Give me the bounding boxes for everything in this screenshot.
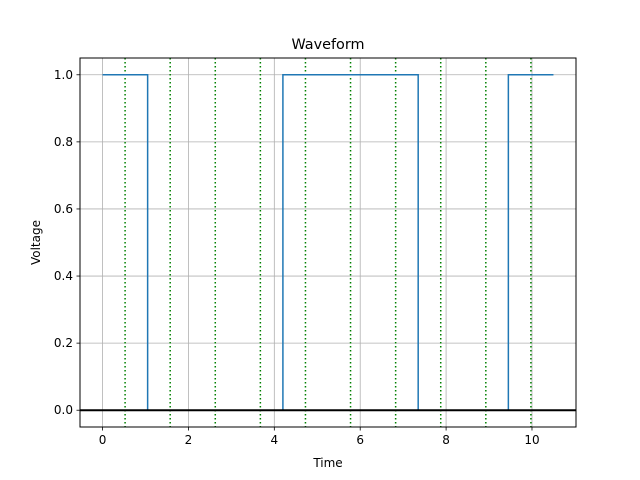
y-axis-ticks: 0.0 0.2 0.4 0.6 0.8 1.0 xyxy=(54,68,80,417)
x-axis-ticks: 0 2 4 6 8 10 xyxy=(99,427,540,447)
x-tick-label: 4 xyxy=(271,433,279,447)
y-tick-label: 0.0 xyxy=(54,403,73,417)
x-axis-label: Time xyxy=(312,456,342,470)
y-tick-label: 0.4 xyxy=(54,269,73,283)
series-layer xyxy=(102,74,554,411)
y-tick-label: 0.6 xyxy=(54,202,73,216)
waveform-series-line xyxy=(102,74,554,411)
x-tick-label: 0 xyxy=(99,433,107,447)
x-tick-label: 6 xyxy=(356,433,364,447)
x-tick-label: 10 xyxy=(524,433,539,447)
chart-title: Waveform xyxy=(291,37,364,53)
y-tick-label: 0.2 xyxy=(54,336,73,350)
y-tick-label: 1.0 xyxy=(54,68,73,82)
vertical-markers xyxy=(124,58,532,427)
x-tick-label: 2 xyxy=(185,433,193,447)
plot-area-frame xyxy=(79,57,577,428)
x-tick-label: 8 xyxy=(442,433,450,447)
y-tick-label: 0.8 xyxy=(54,135,73,149)
y-axis-label: Voltage xyxy=(29,220,43,265)
